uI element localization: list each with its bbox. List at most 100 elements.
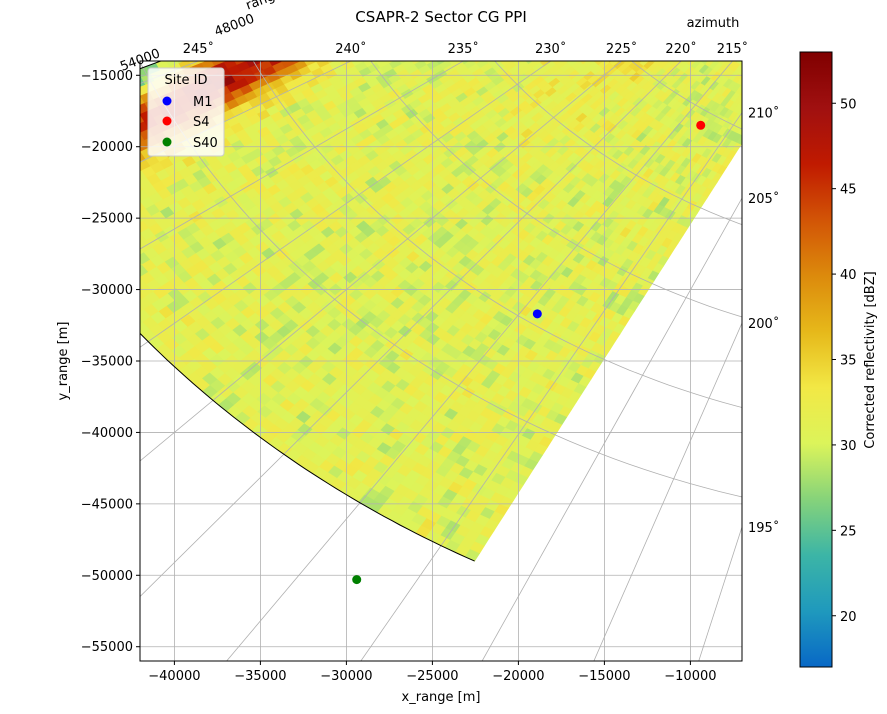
field-cell [433, 36, 445, 45]
field-cell [117, 199, 131, 211]
field-cell [604, 13, 615, 22]
field-cell [742, 17, 752, 26]
field-cell [368, 48, 381, 58]
field-cell [707, 0, 717, 1]
field-cell [535, 0, 547, 3]
field-cell [748, 92, 757, 101]
field-cell [512, 0, 524, 4]
field-cell [810, 0, 818, 1]
field-cell [781, 18, 790, 27]
field-cell [392, 30, 404, 39]
field-cell [541, 31, 553, 40]
field-cell [767, 81, 776, 90]
field-cell [550, 0, 562, 6]
field-cell [784, 40, 793, 49]
field-cell [614, 23, 625, 32]
field-cell [530, 3, 542, 12]
field-cell [643, 12, 654, 21]
field-cell [112, 255, 127, 267]
field-cell [750, 32, 760, 41]
field-cell [125, 270, 140, 282]
field-cell [489, 44, 501, 53]
field-cell [117, 230, 132, 242]
field-cell [760, 67, 769, 76]
field-cell [620, 3, 631, 12]
field-cell [637, 6, 648, 15]
field-cell [579, 2, 590, 11]
field-cell [789, 2, 798, 11]
field-cell [509, 39, 521, 48]
field-cell [768, 11, 777, 20]
field-cell [816, 0, 824, 4]
field-cell [118, 262, 133, 275]
field-cell [551, 13, 563, 22]
field-cell [634, 3, 645, 12]
field-cell [95, 168, 109, 180]
field-cell [374, 38, 387, 48]
chart-title: CSAPR-2 Sector CG PPI [355, 8, 527, 26]
field-cell [799, 7, 808, 16]
field-cell [798, 0, 807, 5]
field-cell [118, 167, 132, 179]
field-cell [122, 156, 136, 168]
field-cell [575, 51, 587, 60]
field-cell [480, 49, 492, 58]
field-cell [586, 9, 597, 18]
field-cell [576, 26, 588, 35]
field-cell [761, 58, 770, 67]
field-cell [606, 29, 617, 38]
field-cell [663, 0, 674, 1]
field-cell [801, 0, 810, 7]
field-cell [411, 40, 423, 49]
field-cell [800, 18, 809, 27]
field-cell [783, 9, 792, 18]
field-cell [752, 94, 761, 104]
field-cell [642, 0, 653, 6]
field-cell [777, 66, 786, 75]
field-cell [757, 56, 766, 65]
field-cell [61, 238, 76, 251]
field-cell [706, 3, 716, 12]
field-cell [768, 42, 777, 51]
field-cell [807, 21, 815, 30]
field-cell [520, 51, 532, 60]
field-cell [114, 242, 129, 254]
field-cell [642, 36, 653, 45]
field-cell [696, 41, 706, 50]
field-cell [79, 197, 93, 209]
field-cell [607, 17, 618, 26]
field-cell [462, 27, 474, 36]
field-cell [640, 9, 651, 18]
field-cell [114, 179, 128, 191]
field-cell [723, 0, 733, 2]
field-cell [650, 18, 661, 27]
field-cell [553, 30, 565, 39]
field-cell [745, 0, 755, 6]
field-cell [764, 40, 773, 49]
field-cell [97, 188, 111, 200]
field-cell [802, 28, 811, 37]
field-cell [739, 0, 749, 2]
field-cell [91, 244, 106, 256]
field-cell [764, 0, 773, 7]
field-cell [675, 26, 686, 35]
field-cell [104, 164, 118, 176]
field-cell [755, 14, 764, 23]
field-cell [613, 0, 624, 5]
field-cell [776, 75, 785, 84]
field-cell [761, 38, 770, 47]
field-cell [682, 31, 692, 40]
field-cell [744, 90, 754, 100]
field-cell [549, 26, 561, 35]
field-cell [786, 60, 795, 69]
field-cell [59, 185, 74, 197]
field-cell [545, 6, 557, 15]
field-cell [377, 43, 390, 53]
field-cell [625, 21, 636, 30]
field-cell [478, 31, 490, 40]
field-cell [723, 4, 733, 13]
field-cell [665, 6, 676, 15]
field-cell [79, 229, 94, 241]
field-cell [656, 0, 667, 6]
field-cell [680, 0, 691, 3]
